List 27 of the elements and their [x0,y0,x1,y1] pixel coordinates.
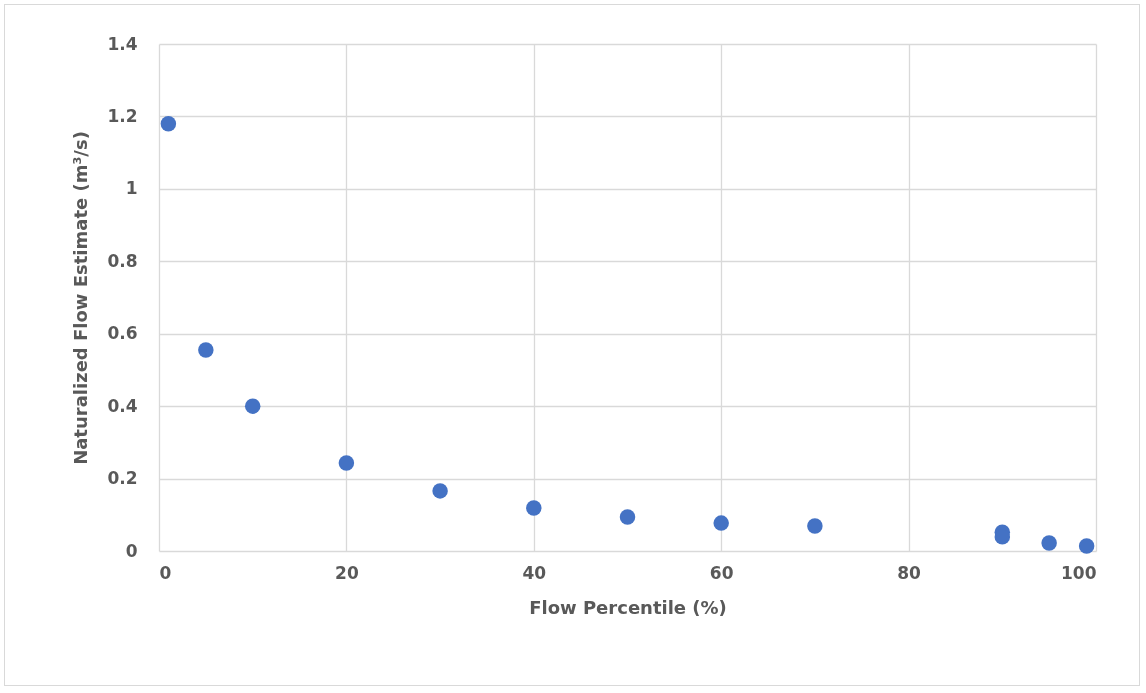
x-tick-label: 20 [335,562,359,583]
x-tick-label: 100 [1061,562,1097,583]
y-axis-title: Naturalized Flow Estimate (m³/s) [70,131,92,465]
y-tick-label: 1.4 [107,33,138,54]
point [619,509,636,525]
point [1078,538,1095,554]
x-tick-label: 0 [159,562,172,583]
y-tick-label: 0.2 [107,468,138,489]
y-tick-label: 1.2 [107,105,138,126]
point [244,398,261,414]
point [713,515,729,531]
point [160,115,177,132]
y-tick-label: 0 [125,540,138,561]
y-tick-label: 1 [125,178,138,199]
y-tick-label: 0.4 [107,395,138,416]
point [526,500,542,516]
x-tick-label: 40 [522,562,547,583]
x-tick-label: 80 [897,562,922,583]
point [338,455,355,471]
point [198,342,214,358]
y-tick-label: 0.6 [107,323,138,344]
point [1041,535,1057,551]
point [807,518,823,534]
y-tick-label: 0.8 [107,250,138,271]
point [432,483,448,499]
x-axis-title: Flow Percentile (%) [529,596,727,618]
x-tick-label: 60 [709,562,734,583]
